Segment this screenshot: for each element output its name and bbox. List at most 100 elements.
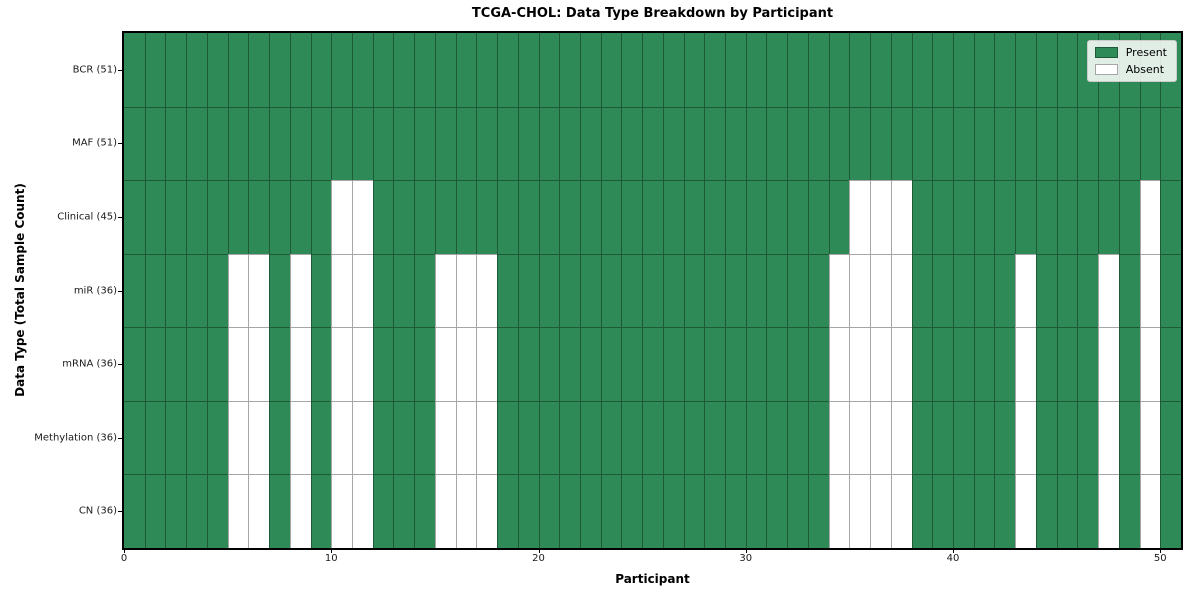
heatmap-cell bbox=[434, 474, 456, 548]
heatmap-cell bbox=[1077, 106, 1099, 181]
heatmap-cell bbox=[1139, 180, 1161, 254]
heatmap-cell bbox=[144, 253, 166, 328]
heatmap-cell bbox=[600, 106, 622, 181]
absent-swatch-icon bbox=[1094, 64, 1118, 75]
heatmap-cell bbox=[206, 180, 228, 254]
heatmap-cell bbox=[849, 327, 871, 401]
heatmap-cell bbox=[331, 33, 352, 107]
heatmap-cell bbox=[497, 474, 518, 548]
heatmap-cell bbox=[1098, 253, 1119, 328]
heatmap-cell bbox=[144, 180, 166, 254]
heatmap-cell bbox=[787, 253, 808, 328]
heatmap-cell bbox=[725, 474, 746, 548]
heatmap-cell bbox=[766, 106, 788, 181]
heatmap-cell bbox=[455, 474, 477, 548]
heatmap-cell bbox=[725, 327, 746, 401]
heatmap-cell bbox=[269, 400, 290, 475]
heatmap-cell bbox=[455, 400, 477, 475]
heatmap-cell bbox=[870, 474, 891, 548]
heatmap-cell bbox=[953, 327, 974, 401]
heatmap-cell bbox=[124, 253, 145, 328]
x-tick-mark bbox=[124, 549, 125, 553]
heatmap-cell bbox=[227, 474, 249, 548]
x-tick-mark bbox=[331, 549, 333, 553]
heatmap-cell bbox=[559, 33, 580, 107]
heatmap-cell bbox=[1139, 400, 1161, 475]
heatmap-cell bbox=[165, 180, 187, 254]
heatmap-cell bbox=[517, 400, 539, 475]
heatmap-cell bbox=[642, 253, 663, 328]
heatmap-cell bbox=[248, 106, 270, 181]
heatmap-cell bbox=[331, 106, 352, 181]
heatmap-cell bbox=[870, 327, 891, 401]
heatmap-cell bbox=[766, 474, 788, 548]
heatmap-cell bbox=[932, 474, 954, 548]
heatmap-cell bbox=[434, 33, 456, 107]
heatmap-cell bbox=[269, 474, 290, 548]
heatmap-cell bbox=[248, 180, 270, 254]
heatmap-cell bbox=[704, 33, 726, 107]
heatmap-cell bbox=[579, 106, 601, 181]
heatmap-cell bbox=[1035, 106, 1057, 181]
heatmap-cell bbox=[683, 474, 705, 548]
heatmap-cell bbox=[1160, 474, 1181, 548]
heatmap-cell bbox=[787, 327, 808, 401]
heatmap-cell bbox=[994, 180, 1016, 254]
heatmap-cell bbox=[870, 33, 891, 107]
heatmap-cell bbox=[455, 327, 477, 401]
heatmap-cell bbox=[414, 180, 435, 254]
heatmap-cell bbox=[1015, 33, 1036, 107]
heatmap-cell bbox=[393, 253, 415, 328]
heatmap-cell bbox=[621, 106, 643, 181]
heatmap-cell bbox=[953, 474, 974, 548]
heatmap-cell bbox=[807, 400, 829, 475]
heatmap-cell bbox=[1015, 474, 1036, 548]
heatmap-cell bbox=[828, 253, 850, 328]
y-tick-label: miR (36) bbox=[73, 285, 117, 296]
heatmap-cell bbox=[642, 33, 663, 107]
y-tick-mark bbox=[118, 364, 122, 366]
heatmap-cell bbox=[455, 106, 477, 181]
heatmap-cell bbox=[953, 400, 974, 475]
heatmap-cell bbox=[621, 474, 643, 548]
heatmap-cell bbox=[165, 400, 187, 475]
legend-label-absent: Absent bbox=[1125, 63, 1165, 76]
heatmap-cell bbox=[890, 33, 912, 107]
heatmap-cell bbox=[1160, 327, 1181, 401]
heatmap-cell bbox=[849, 33, 871, 107]
heatmap-cell bbox=[124, 106, 145, 181]
heatmap-cell bbox=[932, 33, 954, 107]
heatmap-cell bbox=[517, 106, 539, 181]
heatmap-cell bbox=[1077, 400, 1099, 475]
heatmap-cell bbox=[683, 33, 705, 107]
heatmap-cell bbox=[766, 253, 788, 328]
heatmap-cell bbox=[144, 33, 166, 107]
heatmap-cell bbox=[124, 180, 145, 254]
heatmap-cell bbox=[227, 400, 249, 475]
heatmap-cell bbox=[745, 474, 767, 548]
heatmap-cell bbox=[911, 33, 933, 107]
y-tick-label: MAF (51) bbox=[72, 137, 117, 149]
y-tick-mark bbox=[118, 143, 122, 145]
heatmap-cell bbox=[289, 474, 311, 548]
heatmap-cell bbox=[227, 253, 249, 328]
heatmap-cell bbox=[1118, 327, 1140, 401]
heatmap-cell bbox=[538, 106, 560, 181]
heatmap-cell bbox=[517, 474, 539, 548]
heatmap-cell bbox=[579, 327, 601, 401]
heatmap-cell bbox=[1098, 180, 1119, 254]
heatmap-cell bbox=[994, 400, 1016, 475]
heatmap-cell bbox=[186, 33, 207, 107]
heatmap-cell bbox=[766, 327, 788, 401]
heatmap-cell bbox=[1160, 180, 1181, 254]
heatmap-cell bbox=[310, 327, 332, 401]
heatmap-cell bbox=[1056, 33, 1078, 107]
x-tick-label: 30 bbox=[739, 553, 753, 564]
heatmap-cell bbox=[973, 474, 995, 548]
heatmap-cell bbox=[973, 106, 995, 181]
heatmap-cell bbox=[579, 400, 601, 475]
heatmap-cell bbox=[538, 327, 560, 401]
heatmap-cell bbox=[186, 327, 207, 401]
heatmap-cell bbox=[579, 253, 601, 328]
heatmap-cell bbox=[683, 253, 705, 328]
